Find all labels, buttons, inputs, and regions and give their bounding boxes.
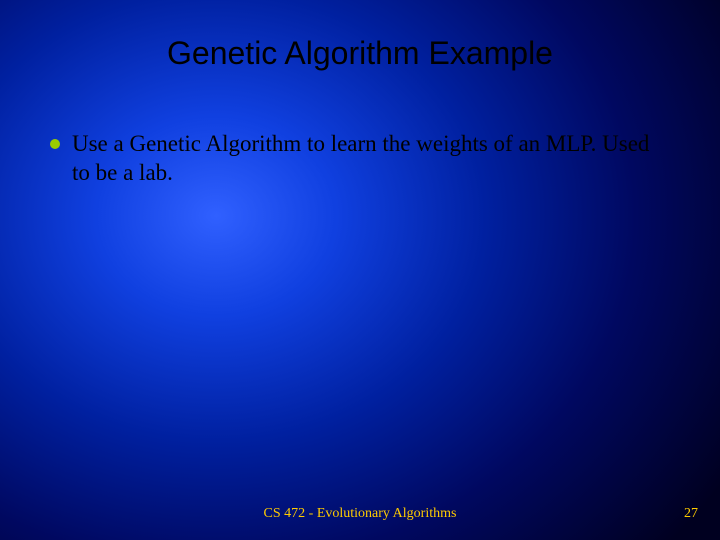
bullet-icon [50,139,60,149]
footer-text: CS 472 - Evolutionary Algorithms [0,506,720,522]
page-number: 27 [684,506,698,522]
bullet-item: Use a Genetic Algorithm to learn the wei… [50,130,670,188]
bullet-text: Use a Genetic Algorithm to learn the wei… [72,130,670,188]
presentation-slide: Genetic Algorithm Example Use a Genetic … [0,0,720,540]
slide-title: Genetic Algorithm Example [0,35,720,72]
slide-content: Use a Genetic Algorithm to learn the wei… [50,130,670,188]
